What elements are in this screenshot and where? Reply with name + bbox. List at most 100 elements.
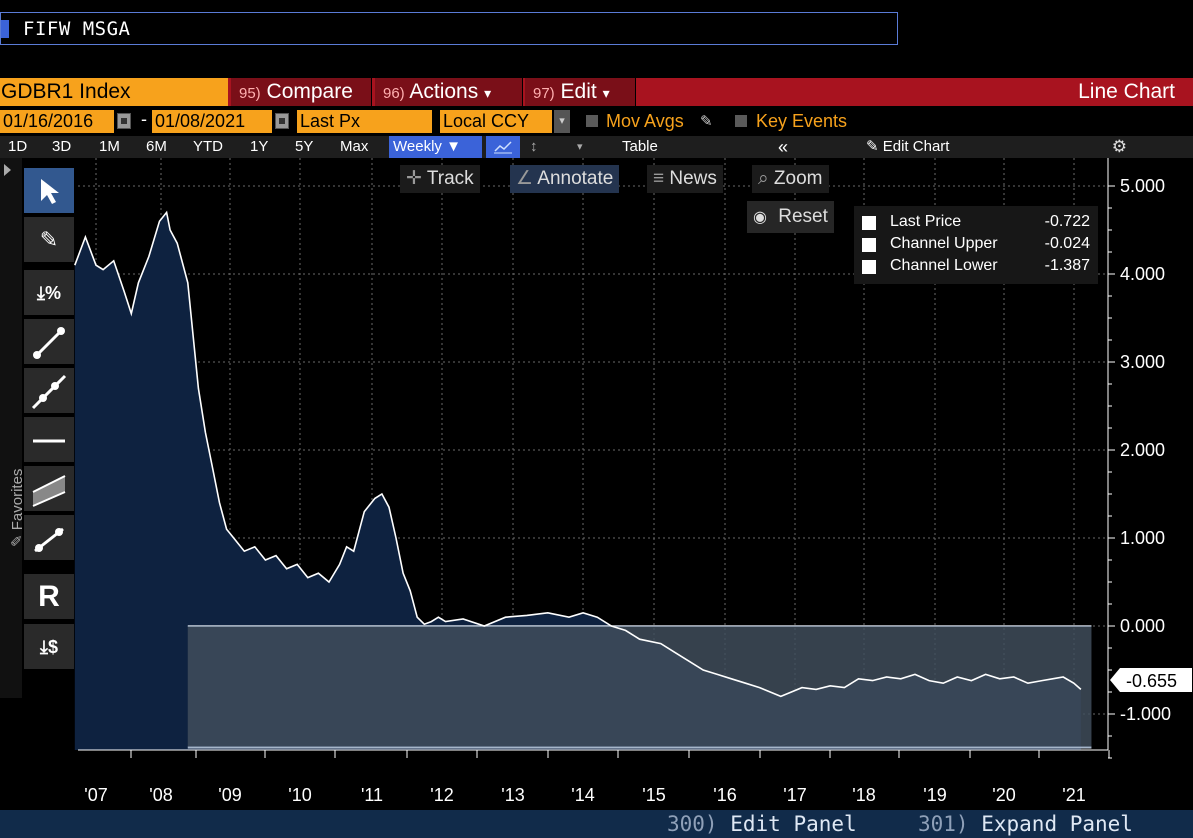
drawing-toolbar: ✎ Favorites ✎ ⤓% R ⤓$ (0, 158, 76, 698)
y-tick-label: 2.000 (1120, 440, 1165, 460)
track-button[interactable]: ✛ Track (400, 165, 480, 193)
actions-number: 96) (383, 85, 405, 102)
range-ytd-button[interactable]: YTD (193, 138, 223, 155)
percent-change-icon[interactable]: ⤓% (24, 270, 74, 317)
period-select[interactable]: Weekly ▼ (389, 136, 482, 158)
command-line[interactable]: FIFW MSGA (0, 12, 898, 45)
edit-panel-label: Edit Panel (730, 812, 857, 836)
legend: Last Price -0.722 Channel Upper -0.024 C… (854, 206, 1098, 284)
compare-number: 95) (239, 85, 261, 102)
actions-label: Actions (409, 80, 479, 103)
range-bar: 1D 3D 1M 6M YTD 1Y 5Y Max Weekly ▼ ↕ ▾ T… (0, 136, 1193, 158)
range-1d-button[interactable]: 1D (8, 138, 28, 155)
news-label: News (669, 168, 717, 189)
x-axis: '07 '08 '09 '10 '11 '12 '13 '14 '15 '16 '17 '18 '19 '… (78, 749, 1110, 805)
legend-item-channel-lower[interactable]: Channel Lower -1.387 (862, 256, 1090, 278)
news-icon: ≡ (653, 168, 665, 189)
chart-style-chevron-down-icon[interactable]: ▾ (577, 141, 583, 153)
annotate-icon: ∠ (516, 168, 534, 189)
x-tick-label: '10 (288, 785, 311, 805)
legend-item-channel-upper[interactable]: Channel Upper -0.024 (862, 234, 1090, 256)
compare-button[interactable]: 95) Compare (231, 78, 372, 106)
compare-bars-icon[interactable]: ↕ (530, 138, 538, 155)
legend-item-last-price[interactable]: Last Price -0.722 (862, 212, 1090, 234)
range-6m-button[interactable]: 6M (146, 138, 167, 155)
range-1y-button[interactable]: 1Y (250, 138, 269, 155)
pen-icon[interactable]: ✎ (24, 217, 74, 264)
channel-overlay (187, 626, 1092, 748)
x-tick-label: '17 (783, 785, 806, 805)
channel-icon[interactable] (24, 466, 74, 513)
table-button[interactable]: Table (622, 138, 658, 155)
pencil-icon[interactable]: ✎ (700, 113, 713, 130)
price-level-icon[interactable]: ⤓$ (24, 624, 74, 671)
reset-icon: ◉ (753, 209, 767, 226)
ray-line-icon[interactable] (24, 368, 74, 415)
edit-label: Edit (560, 80, 597, 103)
start-date-field[interactable]: 01/16/2016 (0, 110, 114, 133)
pointer-icon[interactable] (24, 168, 74, 215)
y-tick-label: 0.000 (1120, 616, 1165, 636)
y-tick-label: -1.000 (1120, 704, 1171, 724)
x-tick-label: '11 (361, 785, 383, 805)
last-value-pointer (1110, 668, 1120, 692)
expand-panel-button[interactable]: 301) Expand Panel (918, 810, 1133, 838)
gear-icon[interactable]: ⚙ (1111, 137, 1127, 156)
y-tick-label: 4.000 (1120, 264, 1165, 284)
legend-swatch (862, 260, 876, 274)
ticker-field[interactable]: GDBR1 Index (0, 78, 228, 106)
zoom-label: Zoom (773, 168, 823, 189)
key-events-checkbox[interactable] (735, 115, 747, 127)
legend-value: -0.024 (1044, 235, 1090, 252)
mov-avgs-checkbox[interactable] (586, 115, 598, 127)
compare-label: Compare (266, 80, 353, 103)
range-1m-button[interactable]: 1M (99, 138, 120, 155)
zoom-button[interactable]: ⌕ Zoom (752, 165, 829, 193)
actions-button[interactable]: 96) Actions ▾ (375, 78, 523, 106)
range-5y-button[interactable]: 5Y (295, 138, 314, 155)
x-tick-label: '09 (218, 785, 241, 805)
end-date-field[interactable]: 01/08/2021 (152, 110, 272, 133)
regression-icon[interactable]: R (24, 574, 74, 621)
currency-select[interactable]: Local CCY (440, 110, 552, 133)
edit-button[interactable]: 97) Edit ▾ (525, 78, 636, 106)
expand-panel-number: 301) (918, 812, 969, 836)
x-tick-label: '20 (992, 785, 1015, 805)
chart-type-title: Line Chart (1078, 80, 1175, 103)
price-line (74, 210, 1082, 698)
start-calendar-icon[interactable] (117, 113, 131, 129)
reset-button[interactable]: ◉ Reset (747, 201, 834, 233)
command-text[interactable]: FIFW MSGA (23, 18, 131, 40)
annotate-button[interactable]: ∠ Annotate (510, 165, 620, 193)
x-tick-label: '07 (84, 785, 107, 805)
segment-line-icon[interactable] (24, 515, 74, 562)
date-dash: - (141, 109, 147, 129)
price-chart[interactable]: 5.000 4.000 3.000 2.000 1.000 0.000 -1.000 '07… (0, 158, 1193, 808)
edit-number: 97) (533, 85, 555, 102)
key-events-label[interactable]: Key Events (756, 111, 848, 131)
y-tick-label: 5.000 (1120, 176, 1165, 196)
crosshair-icon: ✛ (406, 168, 422, 189)
legend-value: -0.722 (1044, 213, 1090, 230)
command-arrow-icon (1, 20, 9, 38)
legend-name: Channel Upper (890, 235, 998, 252)
mov-avgs-label[interactable]: Mov Avgs (606, 111, 684, 131)
edit-chart-pencil-icon: ✎ (866, 138, 879, 155)
legend-name: Channel Lower (890, 257, 998, 274)
y-tick-label: 3.000 (1120, 352, 1165, 372)
end-calendar-icon[interactable] (275, 113, 289, 129)
line-chart-icon[interactable] (486, 136, 520, 158)
edit-panel-button[interactable]: 300) Edit Panel (667, 810, 857, 838)
last-value-label: -0.655 (1126, 671, 1177, 691)
expand-arrow-icon[interactable] (4, 164, 11, 176)
range-3d-button[interactable]: 3D (52, 138, 72, 155)
currency-chevron-down-icon[interactable]: ▾ (554, 110, 570, 133)
expand-panel-label: Expand Panel (981, 812, 1133, 836)
collapse-icon[interactable]: « (778, 137, 789, 157)
horizontal-line-icon[interactable] (24, 417, 74, 464)
edit-chart-button[interactable]: ✎ Edit Chart (866, 136, 949, 158)
price-field-select[interactable]: Last Px (297, 110, 432, 133)
trend-line-icon[interactable] (24, 319, 74, 366)
range-max-button[interactable]: Max (340, 138, 369, 155)
news-button[interactable]: ≡ News (647, 165, 723, 193)
